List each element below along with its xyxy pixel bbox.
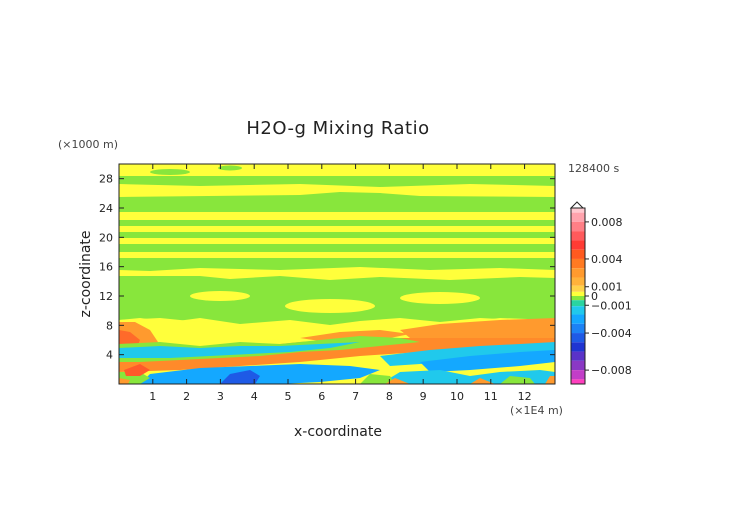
band-green-5	[119, 244, 555, 252]
colorbar-level	[571, 208, 585, 213]
x-tick-label: 5	[284, 390, 291, 403]
y-unit-label: (×1000 m)	[58, 138, 118, 151]
red-bottom-left	[124, 364, 150, 376]
green-spot-4	[400, 292, 480, 304]
colorbar-level	[571, 351, 585, 361]
green-spot-1	[150, 169, 190, 175]
colorbar-level	[571, 291, 585, 296]
band-green-1	[119, 176, 555, 187]
x-tick-label: 7	[352, 390, 359, 403]
chart-title: H2O-g Mixing Ratio	[246, 118, 429, 139]
heatmap-field	[118, 163, 556, 385]
colorbar-level	[571, 277, 585, 286]
colorbar-level	[571, 296, 585, 301]
band-green-2	[119, 192, 555, 212]
colorbar-level	[571, 240, 585, 250]
colorbar-level	[571, 249, 585, 259]
cyan-right	[380, 342, 555, 366]
x-tick-label: 4	[251, 390, 258, 403]
colorbar-level	[571, 360, 585, 371]
deep-blue-bottom	[220, 370, 260, 384]
time-label: 128400 s	[568, 162, 619, 175]
y-axis-label: z-coordinate	[78, 230, 94, 317]
y-axis-ticks: 4 8 12 16 20 24 28	[99, 173, 555, 362]
colorbar-label: −0.001	[591, 299, 632, 312]
x-tick-label: 2	[183, 390, 190, 403]
x-tick-label: 6	[318, 390, 325, 403]
x-tick-label: 10	[450, 390, 464, 403]
y-tick-label: 16	[99, 261, 113, 274]
x-axis-ticks: 1 2 3 4 5 6 7 8 9 10 11 12	[149, 164, 532, 403]
x-tick-label: 8	[386, 390, 393, 403]
colorbar-label: 0	[591, 290, 598, 303]
band-green-6	[119, 258, 555, 271]
colorbar-level	[571, 333, 585, 343]
green-spot-3	[285, 299, 375, 313]
colorbar-level	[571, 342, 585, 352]
colorbar-level	[571, 231, 585, 241]
x-tick-label: 9	[420, 390, 427, 403]
y-tick-label: 4	[106, 349, 113, 362]
band-green-4	[119, 232, 555, 238]
cyan-diagonal	[119, 342, 360, 358]
y-tick-label: 24	[99, 202, 113, 215]
y-tick-label: 12	[99, 290, 113, 303]
colorbar-label: −0.008	[591, 364, 632, 377]
colorbar-level	[571, 314, 585, 324]
x-unit-label: (×1E4 m)	[510, 404, 563, 417]
colorbar-level	[571, 379, 585, 384]
x-axis-label: x-coordinate	[294, 424, 382, 440]
x-tick-label: 1	[149, 390, 156, 403]
colorbar-level	[571, 300, 585, 307]
colorbar-level	[571, 370, 585, 380]
band-green-3	[119, 220, 555, 226]
orange-right	[400, 318, 555, 342]
orange-diagonal	[119, 338, 555, 372]
colorbar-level	[571, 221, 585, 232]
colorbar-label: −0.004	[591, 327, 632, 340]
colorbar-label: 0.008	[591, 216, 623, 229]
plot-frame	[118, 163, 556, 385]
blue-right	[420, 350, 555, 372]
green-spot-5	[190, 291, 250, 301]
colorbar-level	[571, 268, 585, 278]
colorbar-level	[571, 306, 585, 315]
y-tick-label: 8	[106, 319, 113, 332]
x-tick-label: 12	[518, 390, 532, 403]
colorbar-label: 0.001	[591, 281, 623, 294]
y-tick-label: 28	[99, 173, 113, 186]
colorbar-level	[571, 323, 585, 334]
colorbar-level	[571, 285, 585, 292]
x-tick-label: 3	[217, 390, 224, 403]
y-tick-label: 20	[99, 231, 113, 244]
x-tick-label: 11	[484, 390, 498, 403]
colorbar-level	[571, 212, 585, 222]
colorbar-top-arrow	[569, 201, 585, 209]
colorbar-level	[571, 258, 585, 269]
blue-bottom	[140, 364, 380, 384]
colorbar-label: 0.004	[591, 253, 623, 266]
green-spot-2	[218, 165, 242, 171]
